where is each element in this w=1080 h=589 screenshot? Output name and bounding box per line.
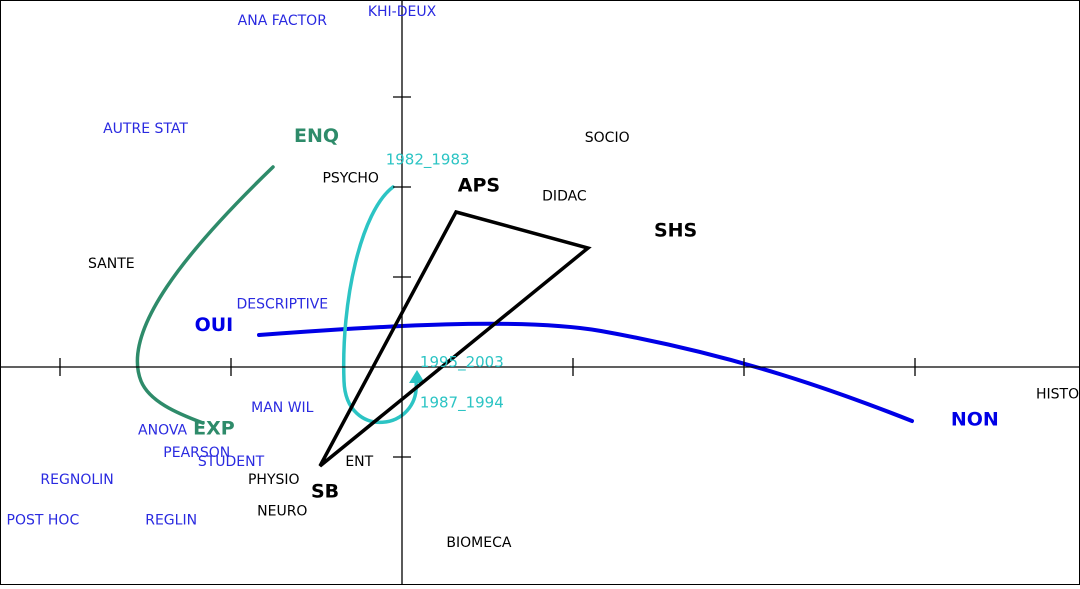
point-label: 1995_2003	[420, 353, 504, 372]
point-label: KHI-DEUX	[368, 4, 437, 20]
point-label: 1982_1983	[386, 151, 470, 170]
point-label: BIOMECA	[446, 535, 511, 551]
point-label: NEURO	[257, 504, 307, 520]
point-label: EXP	[193, 418, 235, 440]
point-label: PEARSON	[163, 445, 230, 461]
point-label: SHS	[654, 220, 697, 242]
point-label: ENQ	[294, 125, 339, 147]
point-label: 1987_1994	[420, 394, 504, 413]
point-label: OUI	[195, 314, 234, 336]
trajectory-layer	[135, 165, 914, 468]
point-label: PSYCHO	[322, 171, 378, 187]
point-labels-layer: KHI-DEUX ANA FACTOR AUTRE STAT DESCRIPTIVE M…	[7, 4, 1080, 551]
period-arrow-head	[409, 370, 425, 383]
point-label: SOCIO	[585, 130, 630, 146]
point-label: SANTE	[88, 256, 135, 272]
point-label: STUDENT	[198, 454, 265, 470]
point-label: PHYSIO	[248, 472, 300, 488]
point-label: HISTOIRE	[1036, 387, 1079, 403]
point-label: DIDAC	[542, 189, 587, 205]
point-label: ANOVA	[138, 423, 188, 439]
point-label: REGLIN	[145, 513, 197, 529]
point-label: REGNOLIN	[40, 472, 113, 488]
oui-non-trajectory	[257, 321, 914, 423]
point-label: ANA FACTOR	[238, 13, 328, 29]
enq-exp-trajectory	[135, 165, 275, 425]
point-label: SB	[311, 481, 339, 503]
point-label: NON	[951, 409, 999, 431]
point-label: DESCRIPTIVE	[236, 297, 328, 313]
point-label: APS	[458, 175, 500, 197]
aps-shs-sb-triangle	[318, 209, 592, 468]
period-trajectory	[341, 185, 418, 424]
point-label: AUTRE STAT	[103, 121, 188, 137]
point-label: POST HOC	[7, 513, 80, 529]
point-label: MAN WIL	[251, 400, 314, 416]
point-label: ENT	[345, 454, 373, 470]
